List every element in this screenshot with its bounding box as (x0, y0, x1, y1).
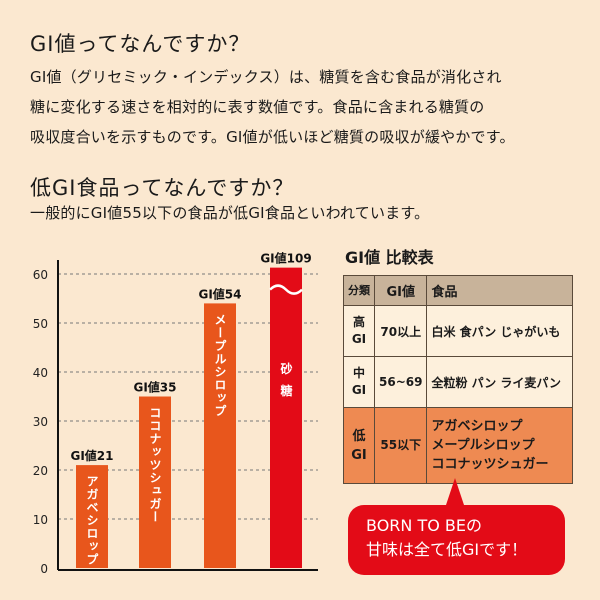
body-line: 吸収度合いを示すものです。GI値が低いほど糖質の吸収が緩やかです。 (30, 128, 515, 146)
section2-title: 低GI食品ってなんですか？ (30, 176, 295, 200)
table-row: 高 GI 70以上 白米 食パン じゃがいも (343, 305, 573, 357)
bar (76, 465, 108, 568)
gi-comparison-table: 分類 GI値 食品 高 GI 70以上 白米 食パン じゃがいも 中 GI 56~6… (343, 275, 573, 484)
gi-cell: 70以上 (373, 305, 428, 357)
class-text: 中 (352, 366, 365, 380)
y-tick-label: 60 (33, 268, 48, 282)
header-cell: 分類 (343, 275, 375, 306)
y-tick-label: 10 (33, 513, 48, 527)
header-cell: 食品 (426, 275, 573, 306)
y-tick-label: 20 (33, 464, 48, 478)
gi-cell: 55以下 (373, 407, 428, 484)
y-tick-label: 40 (33, 366, 48, 380)
callout-bubble: BORN TO BEの 甘味は全て低GIです！ (348, 505, 565, 575)
category-label: アガベシロップ (85, 475, 99, 566)
table-row: 低 GI 55以下 アガベシロップ メープルシロップ ココナッツシュガー (343, 407, 573, 484)
class-cell: 高 GI (343, 305, 375, 357)
callout-line: 甘味は全て低GIです！ (366, 540, 528, 559)
y-tick-label: 30 (33, 415, 48, 429)
data-label: GI値35 (133, 380, 176, 395)
gi-bar-chart: 0 10 20 30 40 50 60 GI値21 アガベシロップ GI値35 ココナッツシュガー G… (33, 251, 318, 576)
callout-line: BORN TO BEの (366, 516, 483, 535)
category-label: メープルシロップ (213, 313, 227, 417)
foods-cell: 全粒粉 パン ライ麦パン (426, 356, 573, 408)
section1-title: GI値ってなんですか？ (30, 32, 251, 56)
data-label: GI値21 (70, 448, 113, 463)
class-text: GI (351, 383, 367, 397)
category-label: ココナッツシュガー (148, 407, 162, 524)
class-text: 高 (352, 315, 365, 329)
food: ココナッツシュガー (431, 457, 549, 472)
axis-break-icon (269, 284, 303, 295)
gi-cell: 56~69 (373, 356, 428, 408)
food: アガベシロップ (431, 419, 523, 434)
class-cell: 中 GI (343, 356, 375, 408)
table-header-row: 分類 GI値 食品 (343, 275, 573, 306)
section1-body: GI値（グリセミック・インデックス）は、糖質を含む食品が消化され 糖に変化する速… (30, 62, 515, 152)
y-tick-label: 50 (33, 317, 48, 331)
bar (204, 303, 236, 568)
body-line: 糖に変化する速さを相対的に表す数値です。食品に含まれる糖質の (30, 98, 485, 116)
data-label: GI値109 (260, 251, 311, 266)
table-row: 中 GI 56~69 全粒粉 パン ライ麦パン (343, 356, 573, 408)
header-cell: GI値 (373, 275, 428, 306)
class-cell: 低 GI (343, 407, 375, 484)
bar (139, 396, 171, 568)
section2-body: 一般的にGI値55以下の食品が低GI食品といわれています。 (30, 204, 430, 222)
class-text: GI (351, 332, 367, 346)
table-title: GI値 比較表 (345, 248, 434, 267)
class-text: GI (351, 447, 367, 463)
category-label: 砂糖 (279, 361, 293, 406)
data-label: GI値54 (198, 286, 241, 301)
y-tick-label: 0 (40, 562, 48, 576)
foods-cell: アガベシロップ メープルシロップ ココナッツシュガー (426, 407, 573, 484)
callout-pointer (445, 478, 465, 508)
bar (270, 267, 302, 568)
food: メープルシロップ (431, 438, 535, 453)
class-text: 低 (352, 428, 366, 444)
foods-cell: 白米 食パン じゃがいも (426, 305, 573, 357)
body-line: GI値（グリセミック・インデックス）は、糖質を含む食品が消化され (30, 68, 502, 86)
